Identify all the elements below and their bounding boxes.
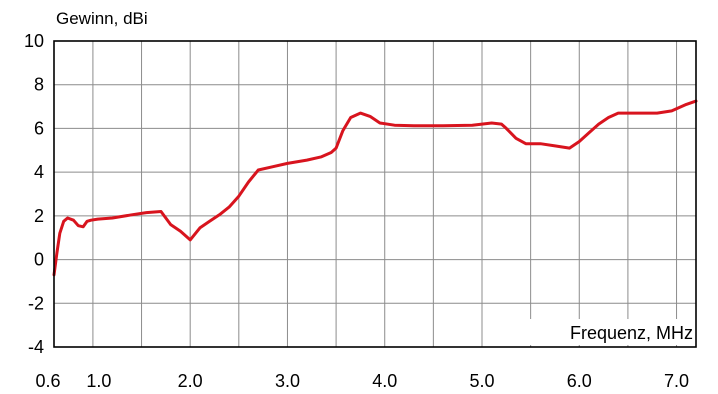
grid-lines [53,40,696,348]
y-tick-label: 10 [24,31,44,51]
xlabel-background [528,319,696,345]
x-axis-label: Frequenz, MHz [570,323,693,343]
x-tick-label: 2.0 [178,371,203,391]
y-tick-label: 2 [34,206,44,226]
y-tick-label: 4 [34,162,44,182]
y-tick-label: -4 [28,337,44,357]
series-group [52,99,698,277]
y-tick-label: -2 [28,293,44,313]
x-tick-label: 5.0 [469,371,494,391]
x-tick-label: 0.6 [35,371,60,391]
x-tick-label: 4.0 [372,371,397,391]
chart-title: Gewinn, dBi [56,9,148,28]
x-tick-label: 6.0 [567,371,592,391]
x-tick-labels: 0.6 1.0 2.0 3.0 4.0 5.0 6.0 7.0 [35,371,689,391]
y-tick-label: 0 [34,250,44,270]
x-tick-label: 1.0 [86,371,111,391]
y-tick-labels: 10 8 6 4 2 0 -2 -4 [24,31,44,357]
x-tick-label: 7.0 [664,371,689,391]
gain-line [52,99,698,277]
x-tick-label: 3.0 [275,371,300,391]
y-tick-label: 6 [34,118,44,138]
y-tick-label: 8 [34,75,44,95]
plot-frame [53,40,697,348]
